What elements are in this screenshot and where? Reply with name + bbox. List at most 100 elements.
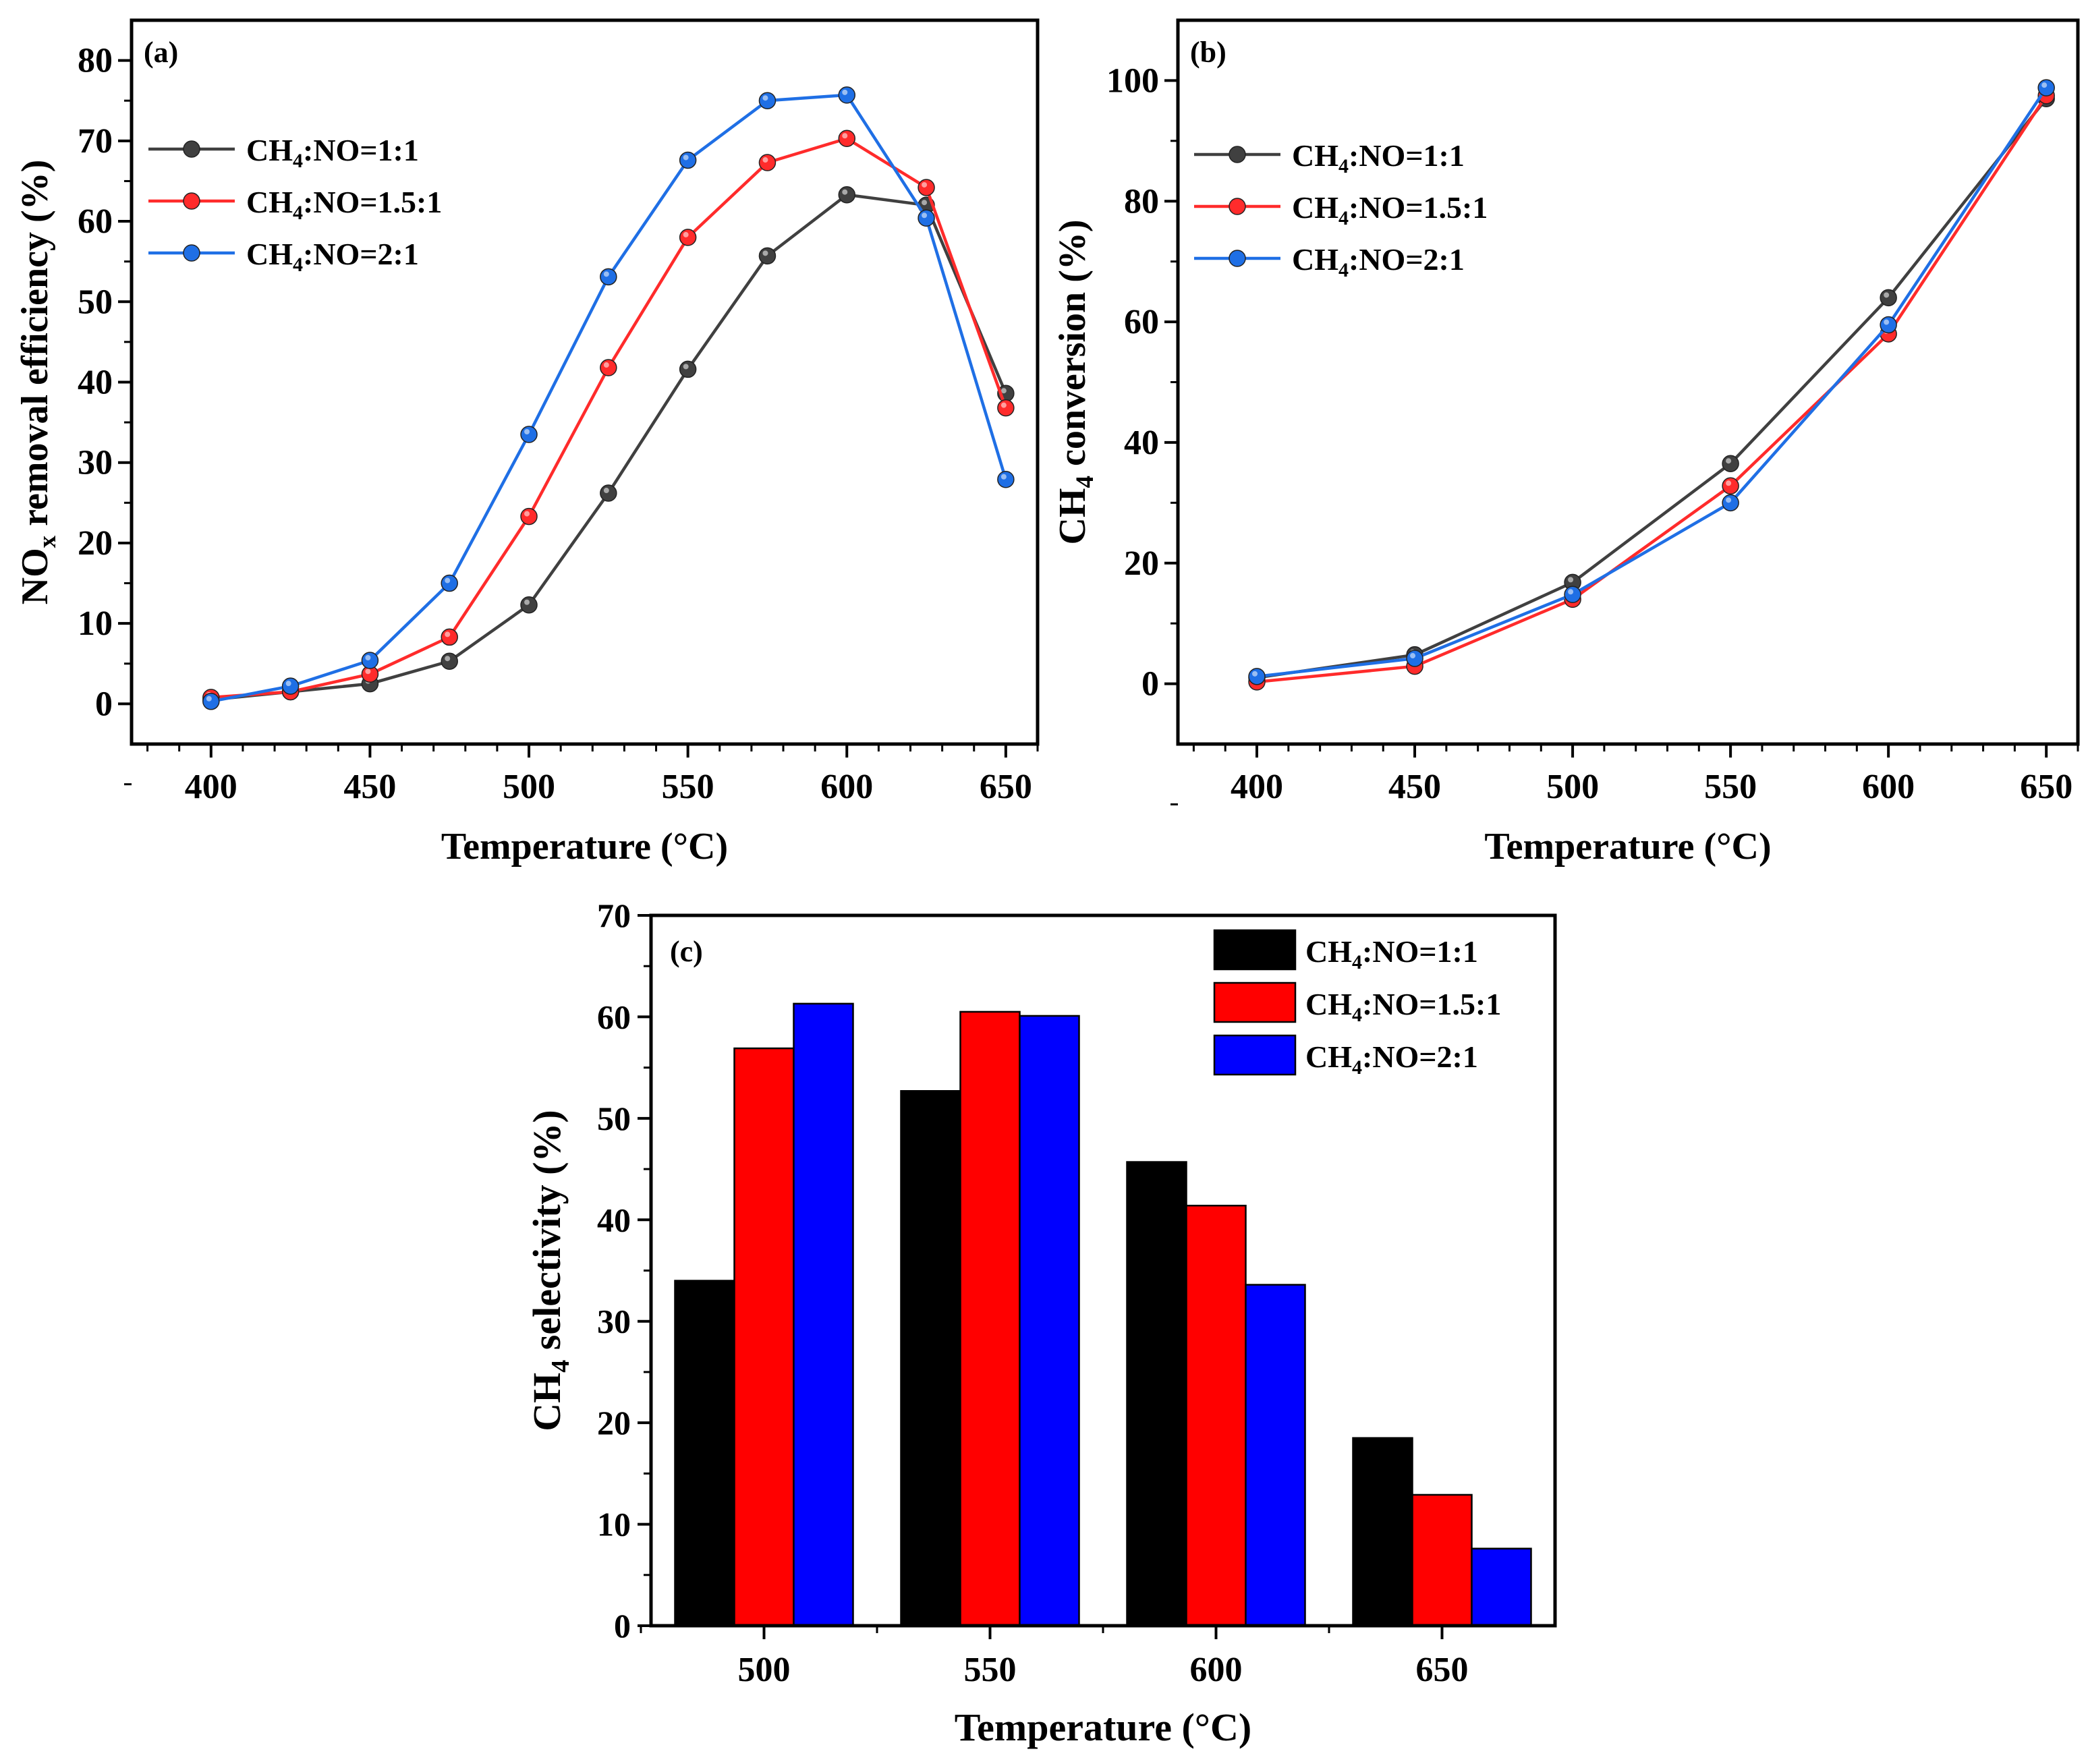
chart-a: 0 10 20 30 40 50 60 70 80 400 450 500 550 600 650 Tempe… (14, 18, 1040, 867)
y-tick-label: 40 (597, 1201, 631, 1239)
data-point-highlight (842, 133, 848, 139)
data-point-s2 (758, 154, 777, 171)
y-tick-label: 50 (597, 1100, 631, 1137)
x-tick-label: 450 (343, 768, 396, 806)
data-point-s3 (679, 151, 697, 169)
x-axis-label: Temperature (°C) (441, 826, 728, 867)
data-point-highlight (683, 154, 689, 161)
data-point-highlight (445, 577, 451, 584)
bar-s1-600 (1126, 1161, 1187, 1627)
data-point-s3 (758, 92, 777, 109)
data-point-s2 (918, 179, 935, 196)
data-point-s2 (1722, 477, 1739, 495)
data-point-s2 (679, 229, 697, 246)
legend-marker-3 (1229, 250, 1246, 267)
legend-label-2: CH4:NO=1.5:1 (1292, 190, 1488, 229)
chart-c: 0 10 20 30 40 50 60 70 500 550 600 650 Temperature (… (525, 897, 1557, 1749)
data-point-highlight (922, 181, 928, 188)
data-point-highlight (365, 655, 371, 661)
data-point-highlight (1884, 292, 1890, 298)
bar-s3-600 (1245, 1284, 1306, 1627)
y-tick-label: 80 (78, 42, 113, 80)
y-tick-label: 40 (1124, 424, 1159, 462)
y-tick-label: 70 (597, 897, 631, 934)
data-point-s1 (758, 247, 777, 265)
x-tick-label: 500 (503, 768, 555, 806)
legend-swatch-3 (1213, 1034, 1297, 1076)
y-axis-label: CH4 conversion (%) (1052, 219, 1099, 544)
data-point-s1 (1722, 455, 1739, 472)
data-point-highlight (1568, 589, 1574, 595)
data-point-s3 (1564, 586, 1581, 603)
y-tick-label: 10 (597, 1506, 631, 1543)
y-tick-label: 20 (1124, 544, 1159, 583)
series-line-1 (1256, 97, 2048, 679)
chart-b: 0 20 40 60 80 100 400 450 500 550 600 650 Temperatur… (1052, 18, 2080, 867)
bar-s3-650 (1471, 1547, 1532, 1627)
data-point-highlight (762, 250, 768, 256)
y-tick-label: 40 (78, 364, 113, 402)
data-point-highlight (922, 200, 928, 206)
legend-marker-3 (183, 244, 200, 262)
data-point-s3 (202, 693, 220, 710)
y-tick-label: 70 (78, 122, 113, 161)
bar-s3-550 (1019, 1015, 1080, 1627)
data-point-highlight (1000, 474, 1007, 480)
data-point-highlight (762, 95, 768, 101)
data-point-s3 (1722, 494, 1739, 512)
x-tick-label: 450 (1388, 768, 1441, 806)
data-point-s3 (281, 677, 300, 695)
data-point-highlight (1884, 319, 1890, 325)
data-point-s3 (2037, 79, 2055, 96)
panel-label: (c) (670, 935, 703, 968)
y-tick-label: 0 (95, 685, 113, 723)
plot-frame (649, 913, 1557, 1628)
x-tick-label: 400 (185, 768, 237, 806)
legend-label-3: CH4:NO=2:1 (1305, 1040, 1478, 1079)
data-point-highlight (1000, 388, 1007, 394)
legend-swatch-2 (1213, 981, 1297, 1023)
data-point-s1 (441, 652, 458, 670)
data-point-highlight (285, 681, 291, 687)
x-tick-label: 550 (662, 768, 714, 806)
y-tick-label: 50 (78, 283, 113, 321)
x-axis-label: Temperature (°C) (1484, 826, 1771, 867)
y-tick-label: 30 (78, 444, 113, 482)
y-tick-label: 10 (78, 604, 113, 643)
x-tick-label: 550 (1704, 768, 1757, 806)
plot-frame (130, 18, 1040, 746)
y-tick-label: 20 (597, 1404, 631, 1442)
data-point-highlight (1000, 402, 1007, 408)
x-tick-label: 500 (738, 1651, 791, 1689)
x-tick-label: 650 (1416, 1651, 1469, 1689)
data-point-highlight (1410, 653, 1416, 659)
data-point-highlight (445, 656, 451, 662)
series-line-2 (210, 136, 1008, 700)
legend-marker-2 (1229, 198, 1246, 215)
legend-label-1: CH4:NO=1:1 (1292, 138, 1465, 177)
bar-s1-650 (1352, 1437, 1413, 1627)
y-axis-label: CH4 selectivity (%) (525, 1110, 575, 1431)
data-point-s2 (600, 359, 617, 376)
data-point-highlight (842, 189, 848, 195)
data-point-highlight (1726, 497, 1732, 503)
data-point-highlight (1726, 480, 1732, 486)
data-point-s3 (520, 426, 538, 443)
panel-label: (b) (1190, 36, 1226, 69)
legend-label-2: CH4:NO=1.5:1 (1305, 987, 1501, 1026)
y-tick-label: 80 (1124, 182, 1159, 221)
legend-marker-1 (1229, 146, 1246, 163)
bar-s2-500 (733, 1047, 795, 1627)
series-line-3 (1256, 86, 2048, 679)
bar-s3-500 (793, 1002, 854, 1627)
data-point-s3 (1248, 668, 1266, 685)
legend-marker-1 (183, 140, 200, 158)
y-tick-label: 60 (78, 202, 113, 241)
data-point-s3 (361, 652, 379, 669)
legend-label-3: CH4:NO=2:1 (1292, 242, 1465, 281)
data-point-s3 (1880, 316, 1897, 334)
data-point-highlight (603, 362, 609, 368)
x-tick-label: 550 (964, 1651, 1017, 1689)
data-point-s2 (997, 399, 1015, 417)
